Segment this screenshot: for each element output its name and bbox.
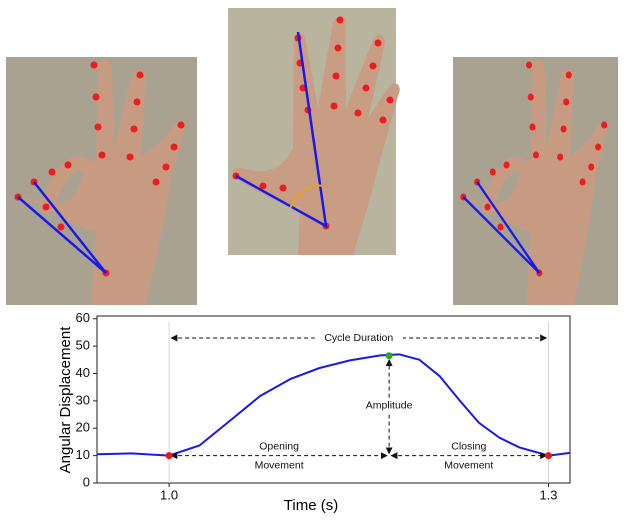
y-tick-label: 20 [76,420,90,435]
annotation: Opening [259,440,299,452]
y-tick-label: 0 [83,474,90,489]
annotation: Cycle Duration [324,332,393,344]
figure: Time (s) Angular Displacement 0 10 20 30 40 5… [0,0,629,519]
data-line [97,354,570,455]
annotation: Closing [451,440,486,452]
event-marker [545,452,552,459]
annotation: Movement [444,459,493,471]
y-tick-label: 60 [76,310,90,325]
y-tick-label: 50 [76,338,90,353]
y-tick-label: 30 [76,392,90,407]
y-tick-label: 10 [76,447,90,462]
y-axis-label: Angular Displacement [57,326,74,474]
event-marker [386,352,393,359]
annotation: Movement [255,459,304,471]
hand-photo-right [453,57,618,305]
x-axis-label: Time (s) [284,497,338,514]
y-tick-label: 40 [76,365,90,380]
event-marker [166,452,173,459]
annotation: Amplitude [366,399,413,411]
x-tick-label: 1.0 [160,487,178,502]
hand-photo-middle [228,8,400,255]
x-tick-label: 1.3 [539,487,557,502]
hand-photo-left [6,57,197,305]
